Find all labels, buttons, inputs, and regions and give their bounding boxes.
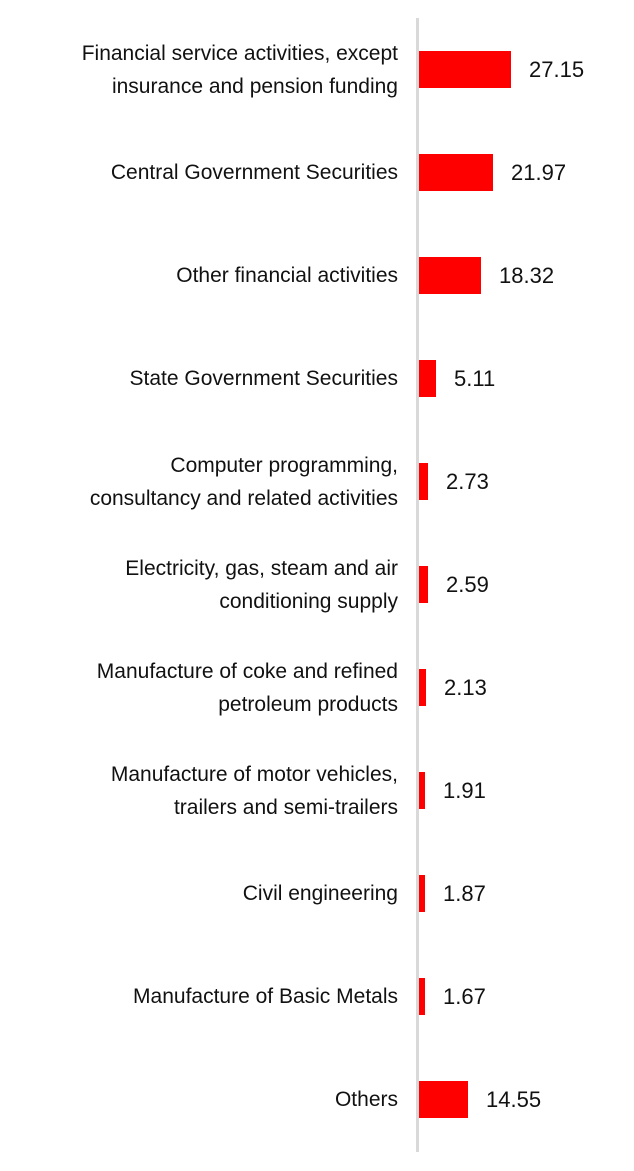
bar-area: 2.13: [419, 669, 487, 706]
bar-area: 2.73: [419, 463, 489, 500]
bar-area: 1.67: [419, 978, 486, 1015]
value-label: 21.97: [511, 159, 567, 185]
bar: [419, 875, 425, 912]
bar-area: 2.59: [419, 566, 489, 603]
chart-row: Others 14.55: [0, 1048, 634, 1151]
bar: [419, 566, 428, 603]
value-label: 1.91: [443, 777, 486, 803]
category-label: Computer programming, consultancy and re…: [89, 453, 398, 510]
value-label: 18.32: [499, 262, 555, 288]
value-label: 2.59: [446, 571, 489, 597]
category-label: Central Government Securities: [110, 161, 398, 184]
value-label: 5.11: [454, 365, 496, 391]
bar: [419, 257, 481, 294]
chart-row: Financial service activities, except ins…: [0, 18, 634, 121]
bar: [419, 669, 426, 706]
bar-area: 1.87: [419, 875, 486, 912]
category-label: State Government Securities: [129, 367, 398, 390]
chart-rows: Financial service activities, except ins…: [0, 18, 634, 1151]
bar-area: 18.32: [419, 257, 554, 294]
chart-row: Computer programming, consultancy and re…: [0, 430, 634, 533]
category-label: Electricity, gas, steam and air conditio…: [125, 556, 398, 613]
bar: [419, 1081, 468, 1118]
chart-row: Civil engineering 1.87: [0, 842, 634, 945]
bar-area: 21.97: [419, 154, 566, 191]
bar: [419, 360, 436, 397]
bar: [419, 978, 425, 1015]
value-label: 2.13: [444, 674, 487, 700]
chart-row: Other financial activities 18.32: [0, 224, 634, 327]
category-label: Others: [334, 1088, 398, 1111]
value-label: 2.73: [446, 468, 489, 494]
chart-row: Electricity, gas, steam and air conditio…: [0, 533, 634, 636]
value-label: 1.67: [443, 983, 486, 1009]
value-label: 1.87: [443, 880, 486, 906]
value-label: 14.55: [486, 1086, 542, 1112]
category-label: Manufacture of coke and refined petroleu…: [96, 659, 398, 716]
y-axis-line: [416, 18, 419, 1152]
category-label: Civil engineering: [242, 882, 398, 905]
chart-row: Manufacture of Basic Metals 1.67: [0, 945, 634, 1048]
category-label: Other financial activities: [176, 264, 398, 287]
chart-row: Manufacture of motor vehicles, trailers …: [0, 739, 634, 842]
bar: [419, 772, 425, 809]
bar-area: 14.55: [419, 1081, 541, 1118]
bar: [419, 154, 493, 191]
chart-row: State Government Securities 5.11: [0, 327, 634, 430]
bar-area: 27.15: [419, 51, 584, 88]
bar-area: 5.11: [419, 360, 495, 397]
category-label: Manufacture of Basic Metals: [133, 985, 398, 1008]
chart-row: Central Government Securities 21.97: [0, 121, 634, 224]
value-label: 27.15: [529, 56, 585, 82]
bar: [419, 463, 428, 500]
chart-row: Manufacture of coke and refined petroleu…: [0, 636, 634, 739]
bar-area: 1.91: [419, 772, 486, 809]
category-label: Financial service activities, except ins…: [81, 41, 398, 98]
category-label: Manufacture of motor vehicles, trailers …: [110, 762, 398, 819]
bar: [419, 51, 511, 88]
